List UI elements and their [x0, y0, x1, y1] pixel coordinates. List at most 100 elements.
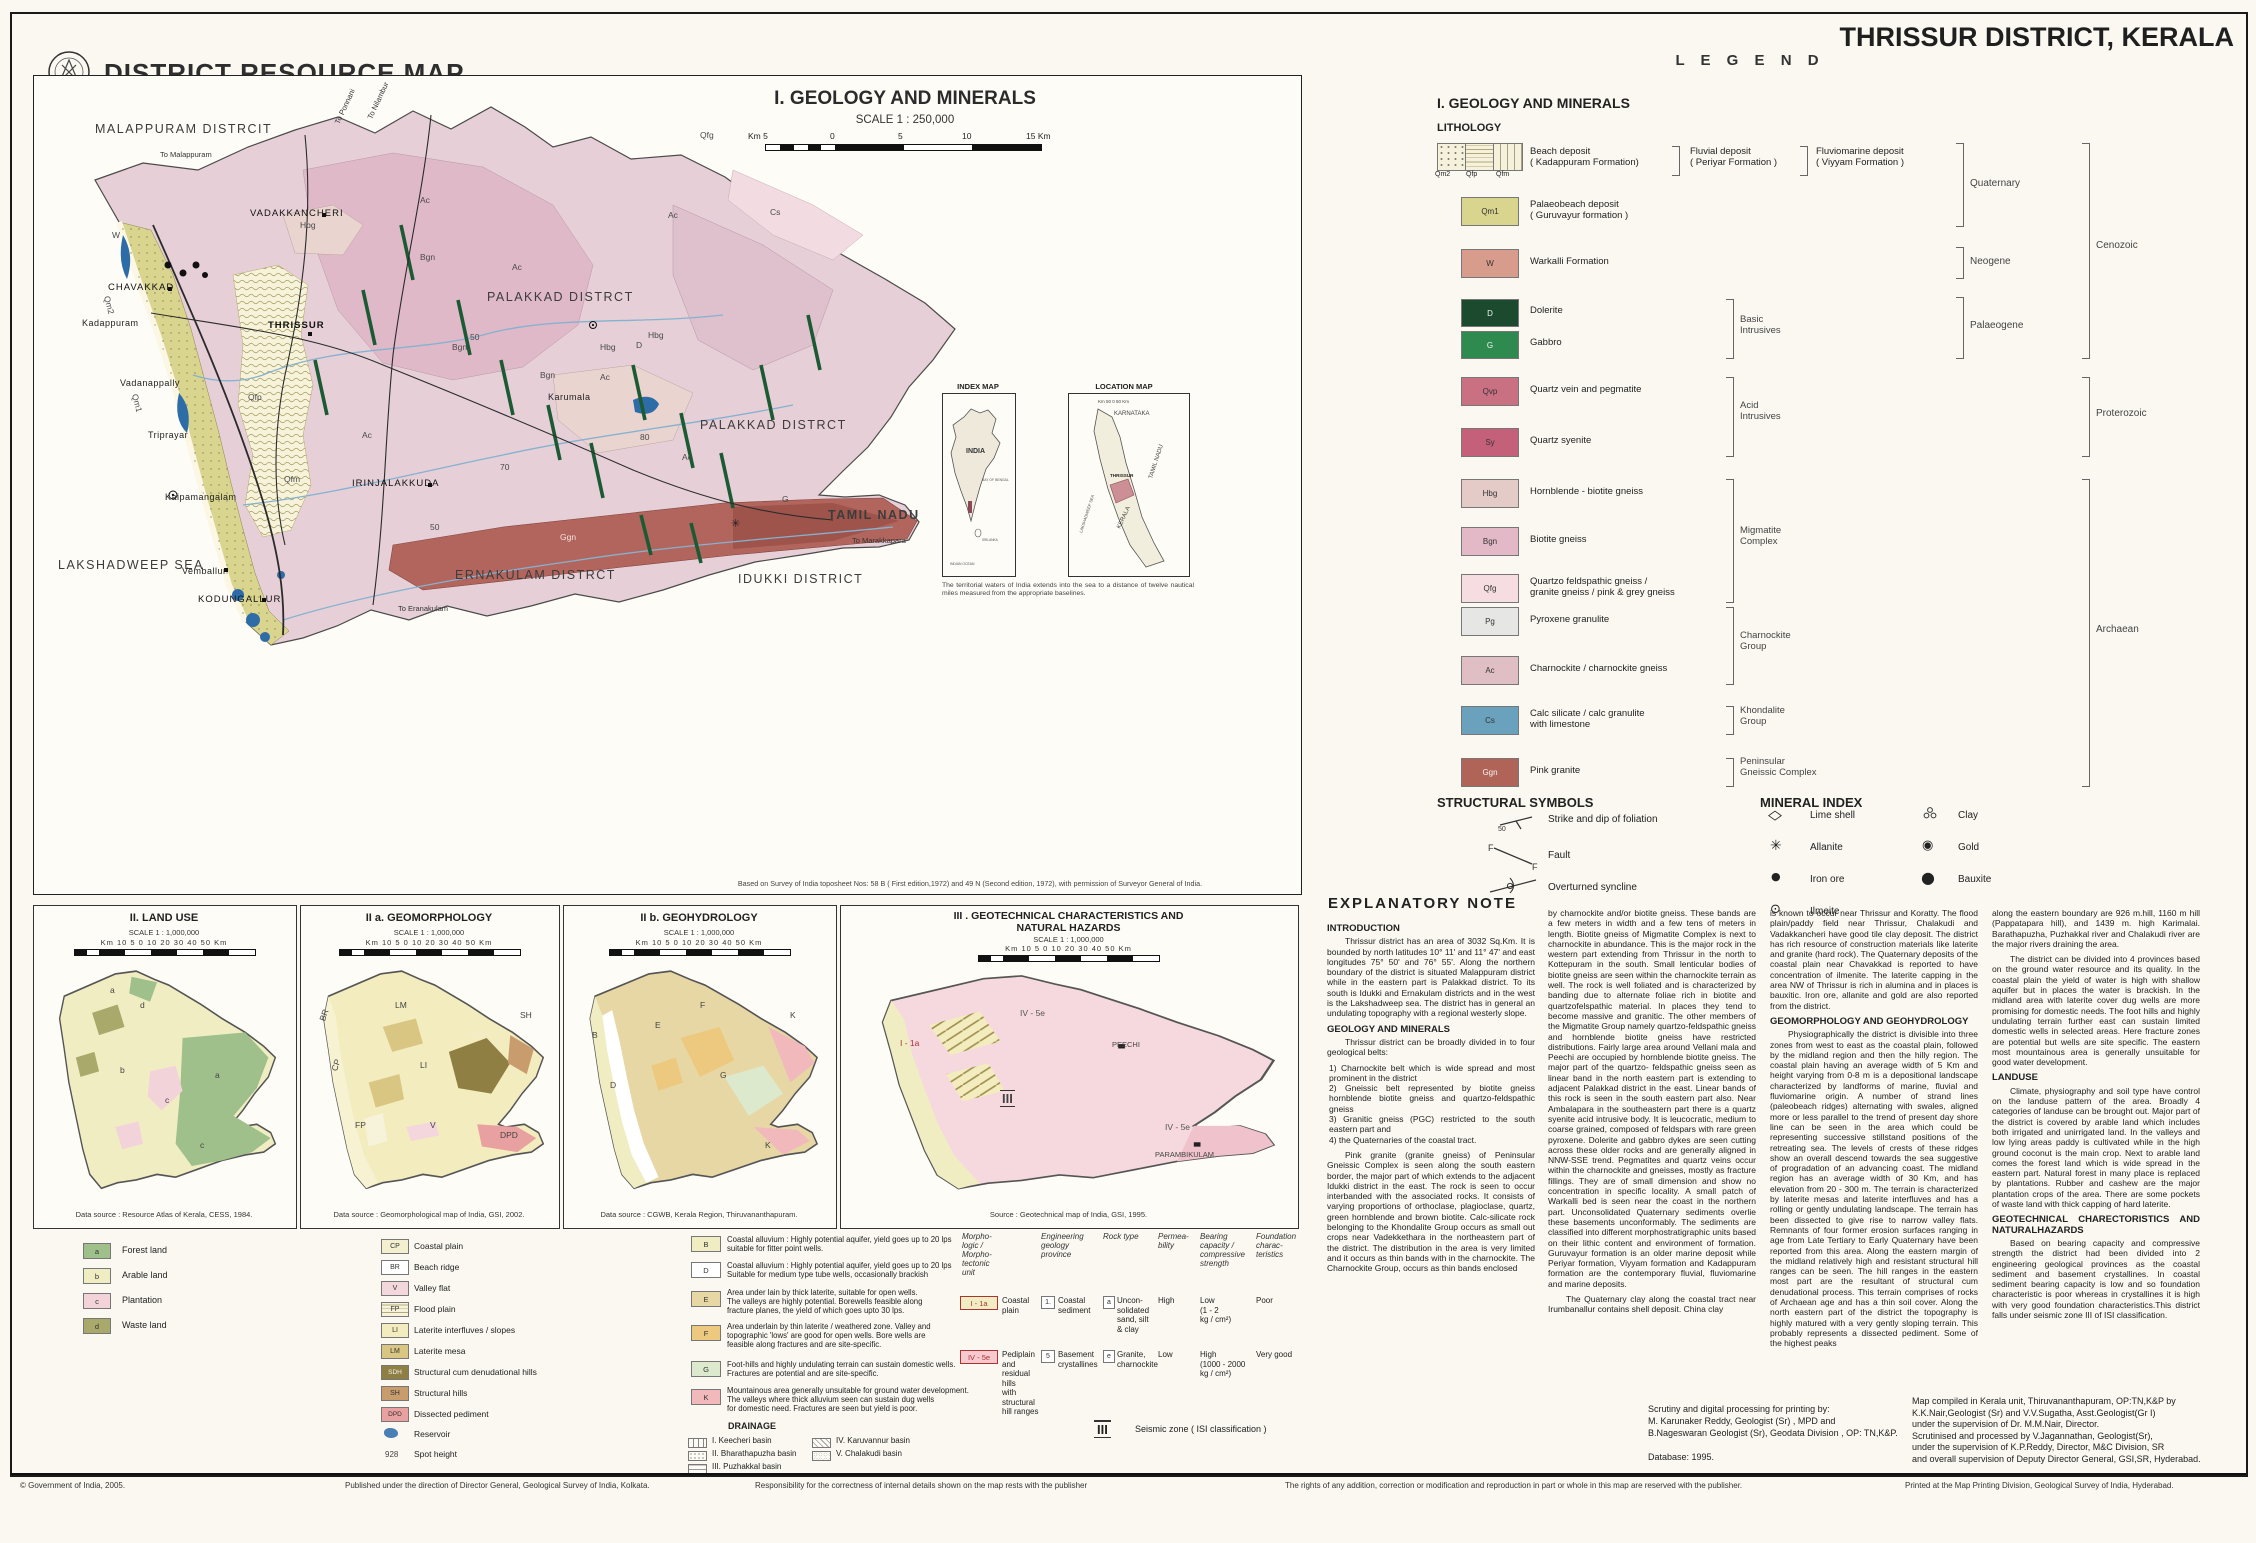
landuse-title: II. LAND USE	[129, 912, 199, 924]
unit-label: Ggn	[560, 532, 577, 542]
note-heading: GEOMORPHOLOGY AND GEOHYDROLOGY	[1770, 1015, 1969, 1027]
swatch-qm1: Qm1	[1461, 197, 1519, 226]
bgn-area-1	[302, 152, 594, 381]
swatch-code: Qfp	[1466, 171, 1478, 178]
credits-left: Scrutiny and digital processing for prin…	[1648, 1404, 1898, 1438]
geomorph-legend-label: Laterite mesa	[414, 1346, 466, 1356]
structural-label: Strike and dip of foliation	[1548, 814, 1658, 825]
landuse-swatch: c	[83, 1293, 111, 1309]
geomorph-swatch: LM	[381, 1344, 409, 1359]
town-label: VADAKKANCHERI	[250, 208, 344, 219]
eon-label: Archaean	[2096, 624, 2139, 635]
group-label: Acid Intrusives	[1740, 400, 1781, 423]
district-geology	[94, 106, 956, 646]
geotech-rock-chip: e	[1103, 1350, 1115, 1363]
legend-section-title: I. GEOLOGY AND MINERALS	[1437, 95, 1630, 111]
district-label: TAMIL NADU	[828, 508, 920, 522]
landuse-map	[58, 970, 277, 1190]
town-label: Kadappuram	[82, 318, 139, 328]
geohydro-map	[589, 970, 819, 1190]
unit-label: Bgn	[452, 342, 468, 352]
geohydro-legend-label: Foot-hills and highly undulating terrain…	[727, 1360, 956, 1378]
unit-label: Hbg	[600, 342, 616, 352]
mineral-label: Bauxite	[1958, 874, 1992, 885]
note-list-item: 4) the Quaternaries of the coastal tract…	[1329, 1134, 1477, 1145]
legend-heading: L E G E N D	[1675, 52, 1825, 69]
route-label: To Eranakulam	[398, 604, 449, 613]
geohydro-legend-label: Coastal alluvium : Highly potential aqui…	[727, 1261, 952, 1279]
swatch-pg: Pg	[1461, 607, 1519, 636]
note-paragraph: Physiographically the district is divisi…	[1770, 1029, 1978, 1349]
mineral-label: Iron ore	[1810, 874, 1845, 885]
geotech-scale: SCALE 1 : 1,000,000	[1033, 935, 1104, 944]
swatch-code: Qm2	[1435, 171, 1451, 178]
bracket	[2082, 479, 2090, 787]
overturned-syncline-icon	[1489, 877, 1537, 894]
town-marker-icon	[322, 213, 326, 217]
unit-label: W	[112, 230, 121, 240]
mineral-label: Allanite	[1810, 842, 1843, 853]
geomorph-letter: LI	[420, 1060, 428, 1070]
location-map-title: LOCATION MAP	[1095, 382, 1153, 391]
bracket	[2082, 143, 2090, 359]
landuse-legend-label: Waste land	[122, 1320, 167, 1330]
credits-right: Map compiled in Kerala unit, Thiruvanant…	[1912, 1396, 2201, 1464]
unit-label: Ac	[420, 195, 430, 205]
landuse-letter: c	[165, 1095, 170, 1105]
note-paragraph: The Quaternary clay along the coastal tr…	[1548, 1293, 1756, 1315]
geohydro-swatch: E	[691, 1291, 721, 1307]
strike-dip-icon: 50	[1498, 816, 1533, 832]
era-label: Quaternary	[1970, 178, 2021, 189]
dip-label: 80	[640, 432, 650, 442]
litho-label: Fluviomarine deposit ( Viyyam Formation …	[1816, 146, 1904, 168]
geotech-header: Engineering geology province	[1041, 1232, 1084, 1259]
geotech-label: I - 1a	[900, 1038, 920, 1048]
unit-label: Hbg	[648, 330, 664, 340]
scale-tick: Km 5	[748, 131, 768, 141]
geotech-bar-ticks: Km 10 5 0 10 20 30 40 50 Km	[1005, 944, 1132, 953]
geotech-header: Bearing capacity / compressive strength	[1200, 1232, 1245, 1268]
reservoir-icon	[384, 1428, 398, 1438]
geomorph-scale-bar	[339, 949, 521, 956]
landuse-letter: c	[200, 1140, 205, 1150]
note-paragraph: Thrissur district has an area of 3032 Sq…	[1327, 936, 1535, 1019]
swatch-gabbro: G	[1461, 331, 1519, 359]
landuse-letter: b	[120, 1065, 125, 1075]
landuse-letter: a	[215, 1070, 220, 1080]
index-map-title: INDEX MAP	[957, 382, 999, 391]
landuse-swatch: d	[83, 1318, 111, 1334]
fault-icon: F F	[1488, 843, 1538, 870]
note-column-4: along the eastern boundary are 926 m.hil…	[1992, 908, 2200, 1368]
district-label: ERNAKULAM DISTRCT	[455, 568, 616, 582]
bracket	[1726, 607, 1734, 685]
dip-label: 70	[500, 462, 510, 472]
drainage-item: IV. Karuvannur basin	[836, 1436, 910, 1445]
swatch-dolerite: D	[1461, 299, 1519, 327]
landuse-scale: SCALE 1 : 1,000,000	[128, 928, 200, 937]
index-label: BAY OF BENGAL	[982, 478, 1009, 482]
geomorph-letter: DPD	[500, 1130, 518, 1140]
geomorph-letter: LM	[395, 1000, 407, 1010]
spot-height-value: 928	[385, 1450, 399, 1459]
note-column-3: is known to occur near Thrissur and Kora…	[1770, 908, 1978, 1390]
unit-label: Ac	[600, 372, 610, 382]
svg-text:F: F	[1488, 843, 1494, 853]
sheet-border	[10, 12, 2248, 1477]
index-label: SRILANKA	[982, 538, 999, 542]
swatch-qfg: Qfg	[1461, 574, 1519, 603]
footer-divider	[10, 1473, 2246, 1475]
litho-label: Beach deposit ( Kadappuram Formation)	[1530, 146, 1639, 168]
litho-label: Quartz syenite	[1530, 435, 1592, 446]
unit-label: Qfp	[248, 392, 262, 402]
swatch-w: W	[1461, 249, 1519, 278]
geotech-header: Morpho- logic / Morpho- tectonic unit	[962, 1232, 992, 1277]
geohydro-legend-label: Area underlain by thin laterite / weathe…	[727, 1322, 931, 1349]
route-label: To Marakkapara	[852, 536, 906, 545]
swatch-qvp: Qvp	[1461, 377, 1519, 406]
town-marker-icon	[224, 568, 228, 572]
bracket	[1956, 247, 1964, 279]
note-paragraph: Climate, physiography and soil type have…	[1992, 1085, 2200, 1210]
legend-subsection: LITHOLOGY	[1437, 122, 1502, 134]
footer-rights: The rights of any addition, correction o…	[1285, 1481, 1743, 1490]
index-label: INDIAN OCEAN	[950, 562, 975, 566]
